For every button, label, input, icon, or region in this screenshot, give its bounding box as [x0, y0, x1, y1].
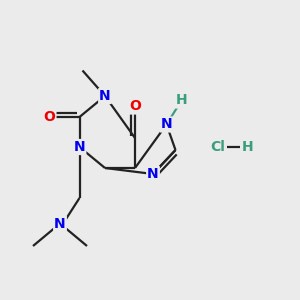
Text: N: N: [147, 167, 159, 181]
Text: Cl: Cl: [210, 140, 225, 154]
Text: H: H: [242, 140, 253, 154]
Text: N: N: [74, 140, 85, 154]
Text: H: H: [176, 94, 187, 107]
Text: O: O: [129, 100, 141, 113]
Text: O: O: [44, 110, 56, 124]
Text: N: N: [54, 217, 66, 230]
Text: N: N: [161, 118, 172, 131]
Text: N: N: [99, 89, 111, 103]
